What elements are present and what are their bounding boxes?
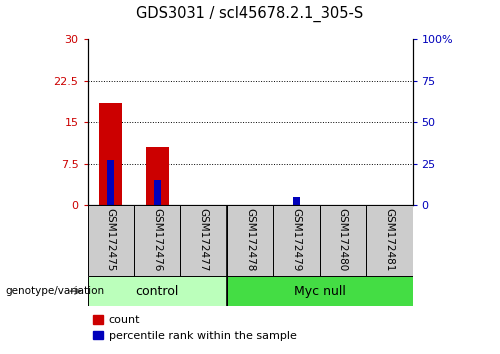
Text: GDS3031 / scl45678.2.1_305-S: GDS3031 / scl45678.2.1_305-S (136, 5, 364, 22)
Text: GSM172479: GSM172479 (292, 208, 302, 272)
Text: GSM172481: GSM172481 (384, 208, 394, 272)
Legend: count, percentile rank within the sample: count, percentile rank within the sample (93, 315, 296, 341)
Text: GSM172475: GSM172475 (106, 208, 116, 272)
Bar (293, 197, 300, 205)
Bar (227, 276, 412, 306)
Text: Myc null: Myc null (294, 285, 346, 298)
Bar (227, 205, 273, 276)
Text: GSM172478: GSM172478 (245, 208, 255, 272)
Bar (273, 205, 320, 276)
Text: genotype/variation: genotype/variation (5, 286, 104, 296)
Bar (107, 160, 114, 205)
Text: GSM172477: GSM172477 (198, 208, 208, 272)
Bar (320, 205, 366, 276)
Bar (366, 205, 412, 276)
Bar (88, 276, 227, 306)
Bar (99, 103, 122, 205)
Bar (146, 147, 169, 205)
Text: GSM172480: GSM172480 (338, 208, 348, 272)
Bar (154, 181, 160, 205)
Bar (180, 205, 227, 276)
Text: control: control (136, 285, 179, 298)
Bar (134, 205, 180, 276)
Bar (88, 205, 134, 276)
Text: GSM172476: GSM172476 (152, 208, 162, 272)
